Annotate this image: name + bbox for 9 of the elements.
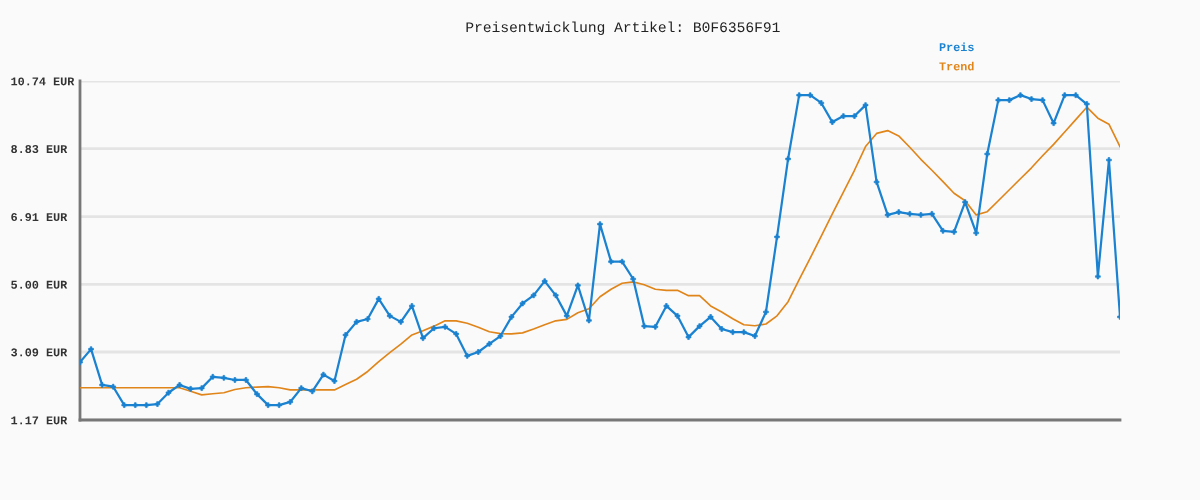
y-tick-label: 3.09 EUR: [11, 348, 68, 357]
y-tick-label: 5.00 EUR: [11, 280, 68, 289]
y-tick-label: 10.74 EUR: [11, 77, 75, 86]
text: Preis: [939, 42, 974, 52]
text: Trend: [939, 61, 974, 71]
y-tick-label: 1.17 EUR: [11, 416, 68, 425]
y-tick-label: 8.83 EUR: [11, 145, 68, 154]
y-tick-label: 6.91 EUR: [11, 213, 68, 222]
chart-title: Preisentwicklung Artikel: B0F6356F91: [466, 21, 780, 36]
